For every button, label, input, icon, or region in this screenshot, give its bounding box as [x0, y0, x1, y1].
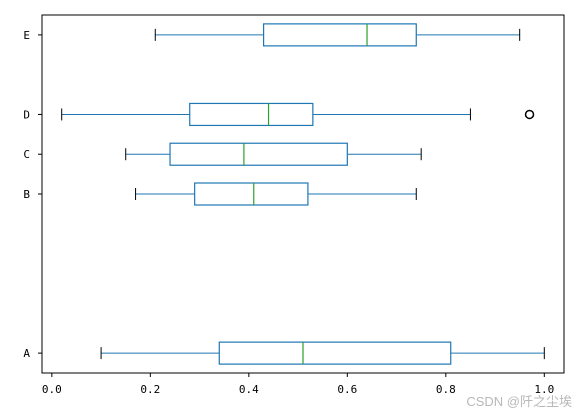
- iqr-box-e: [263, 23, 417, 47]
- x-tick-label: 0.2: [140, 383, 160, 396]
- box-b: [135, 182, 417, 206]
- plot-area: [41, 14, 565, 374]
- iqr-box-c: [169, 142, 348, 166]
- y-tick-label: D: [23, 108, 30, 121]
- iqr-box-b: [194, 182, 309, 206]
- box-c: [125, 142, 422, 166]
- x-tick-label: 0.8: [436, 383, 456, 396]
- watermark: CSDN @阡之尘埃: [466, 394, 572, 409]
- x-tick-label: 0.6: [337, 383, 357, 396]
- y-tick-label: C: [23, 148, 30, 161]
- x-tick-label: 0.4: [239, 383, 259, 396]
- box-a: [100, 341, 545, 365]
- iqr-box-a: [218, 341, 452, 365]
- iqr-box-d: [189, 102, 314, 127]
- flier-d-0: [524, 109, 535, 120]
- y-tick-label: A: [23, 347, 30, 360]
- x-axis: 0.0 0.2 0.4 0.6 0.8 1.0: [42, 373, 554, 396]
- y-tick-label: B: [23, 188, 30, 201]
- y-axis: A B C D E: [23, 29, 42, 360]
- x-tick-label: 1.0: [534, 383, 554, 396]
- boxes-layer: [61, 23, 545, 365]
- y-tick-label: E: [23, 29, 30, 42]
- x-tick-label: 0.0: [42, 383, 62, 396]
- box-d: [61, 102, 535, 127]
- box-e: [154, 23, 521, 47]
